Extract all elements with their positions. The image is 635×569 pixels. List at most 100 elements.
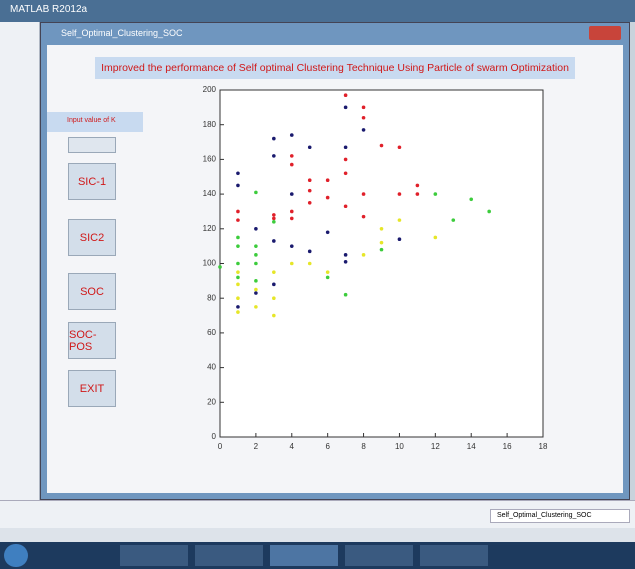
point	[236, 276, 240, 280]
point	[344, 106, 348, 110]
point	[344, 171, 348, 175]
point	[236, 310, 240, 314]
status-bar: Self_Optimal_Clustering_SOC	[0, 500, 635, 528]
matlab-side-panel	[0, 22, 40, 502]
point	[344, 260, 348, 264]
x-tick-label: 6	[325, 442, 330, 451]
point	[218, 265, 222, 269]
point	[272, 137, 276, 141]
point	[380, 241, 384, 245]
x-tick-label: 18	[539, 442, 548, 451]
point	[272, 239, 276, 243]
point	[272, 154, 276, 158]
button[interactable]: SIC2	[68, 219, 116, 256]
point	[308, 262, 312, 266]
point	[398, 192, 402, 196]
point	[290, 133, 294, 137]
y-tick-label: 160	[203, 155, 217, 164]
point	[236, 305, 240, 309]
point	[290, 192, 294, 196]
point	[254, 279, 258, 283]
point	[380, 248, 384, 252]
point	[254, 305, 258, 309]
point	[236, 210, 240, 214]
x-tick-label: 2	[254, 442, 259, 451]
point	[344, 204, 348, 208]
point	[272, 213, 276, 217]
point	[254, 227, 258, 231]
point	[290, 217, 294, 221]
banner-text: Improved the performance of Self optimal…	[101, 62, 569, 74]
status-text: Self_Optimal_Clustering_SOC	[497, 512, 592, 519]
point	[380, 227, 384, 231]
y-tick-label: 200	[203, 85, 217, 94]
x-tick-label: 14	[467, 442, 476, 451]
taskbar-item[interactable]	[195, 545, 263, 566]
point	[398, 237, 402, 241]
point	[326, 178, 330, 182]
y-tick-label: 60	[207, 328, 216, 337]
button[interactable]: SOC-POS	[68, 322, 116, 359]
button[interactable]: SOC	[68, 273, 116, 310]
point	[236, 244, 240, 248]
point	[362, 116, 366, 120]
taskbar-item[interactable]	[420, 545, 488, 566]
point	[272, 314, 276, 318]
y-tick-label: 100	[203, 259, 217, 268]
point	[487, 210, 491, 214]
close-button[interactable]	[589, 26, 621, 40]
input-box[interactable]	[68, 137, 116, 153]
point	[362, 128, 366, 132]
point	[344, 93, 348, 97]
point	[362, 106, 366, 110]
button[interactable]: EXIT	[68, 370, 116, 407]
start-button[interactable]	[4, 544, 28, 567]
y-tick-label: 80	[207, 293, 216, 302]
point	[290, 210, 294, 214]
point	[236, 283, 240, 287]
point	[290, 154, 294, 158]
point	[308, 178, 312, 182]
button[interactable]: SIC-1	[68, 163, 116, 200]
point	[416, 184, 420, 188]
taskbar-item[interactable]	[345, 545, 413, 566]
input-label-text: Input value of K	[67, 117, 116, 124]
point	[344, 158, 348, 162]
y-tick-label: 0	[212, 432, 217, 441]
point	[236, 270, 240, 274]
point	[344, 145, 348, 149]
point	[254, 244, 258, 248]
figure-titlebar: Self_Optimal_Clustering_SOC	[41, 23, 629, 45]
point	[362, 215, 366, 219]
point	[398, 218, 402, 222]
point	[254, 291, 258, 295]
point	[272, 270, 276, 274]
point	[344, 253, 348, 257]
point	[434, 236, 438, 240]
point	[362, 253, 366, 257]
point	[308, 201, 312, 205]
y-tick-label: 140	[203, 189, 217, 198]
point	[326, 276, 330, 280]
taskbar	[0, 542, 635, 569]
status-field: Self_Optimal_Clustering_SOC	[490, 509, 630, 523]
point	[290, 262, 294, 266]
point	[236, 218, 240, 222]
point	[398, 145, 402, 149]
point	[344, 293, 348, 297]
y-tick-label: 180	[203, 120, 217, 129]
point	[290, 163, 294, 167]
banner: Improved the performance of Self optimal…	[95, 57, 575, 79]
taskbar-item[interactable]	[270, 545, 338, 566]
point	[236, 236, 240, 240]
point	[272, 296, 276, 300]
point	[254, 191, 258, 195]
point	[380, 144, 384, 148]
point	[308, 189, 312, 193]
x-tick-label: 10	[395, 442, 404, 451]
point	[451, 218, 455, 222]
point	[272, 283, 276, 287]
taskbar-item[interactable]	[120, 545, 188, 566]
x-tick-label: 4	[290, 442, 295, 451]
